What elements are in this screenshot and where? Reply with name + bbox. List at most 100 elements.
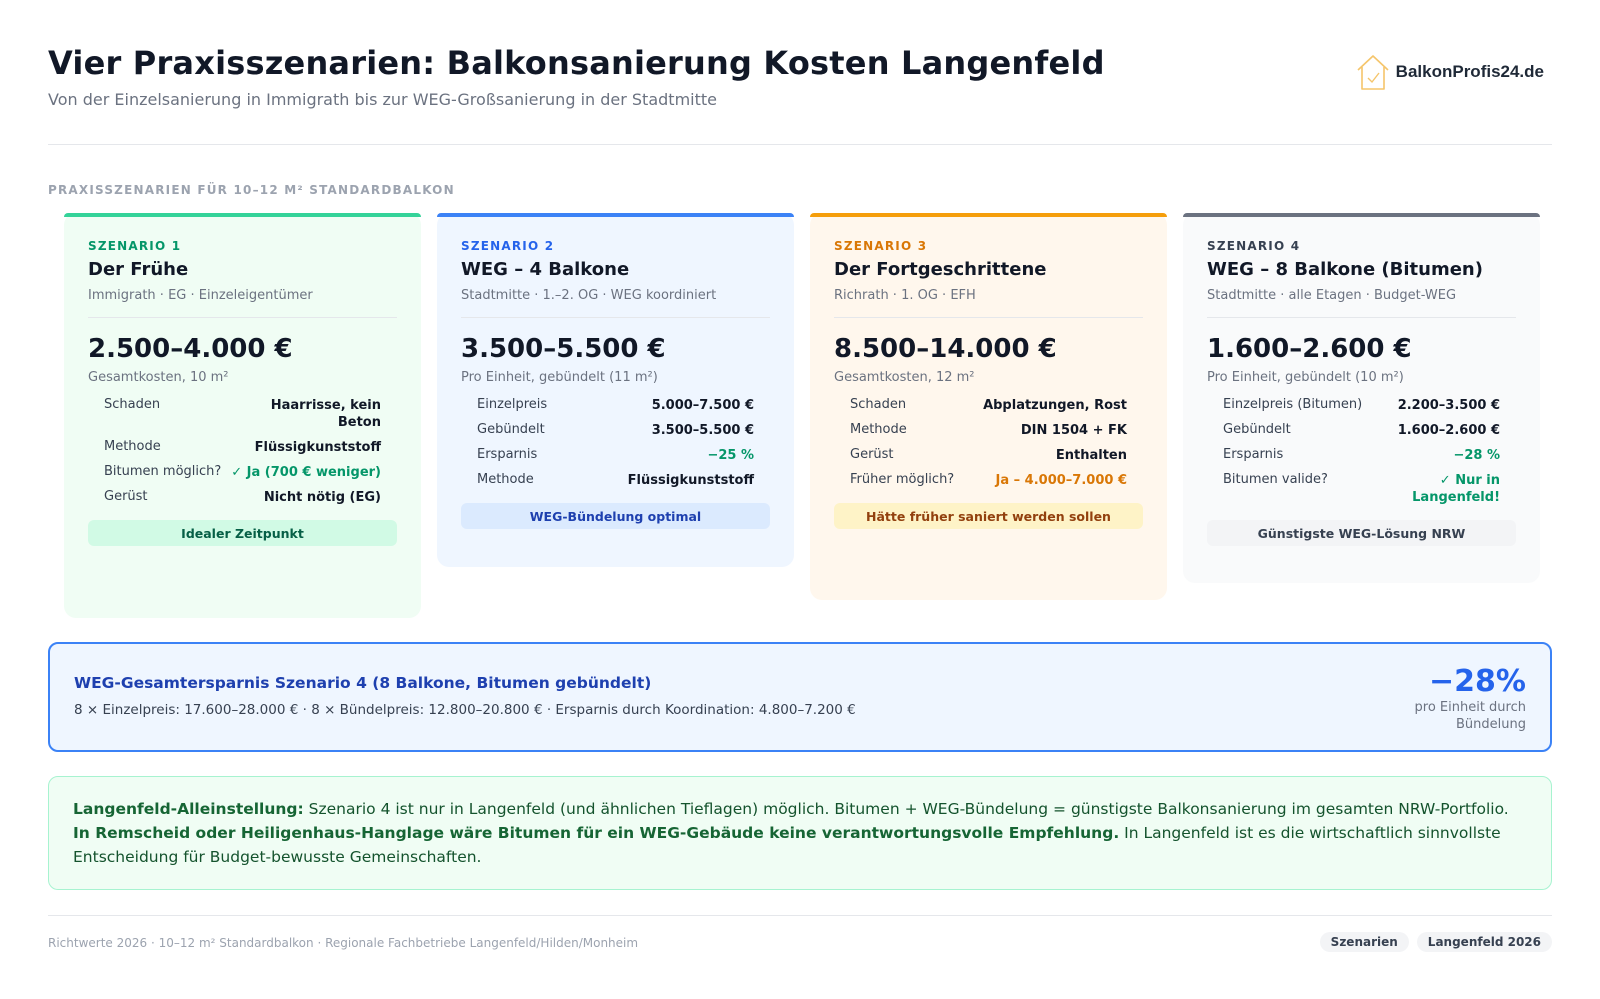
detail-row: Gerüst Enthalten bbox=[850, 447, 1127, 464]
scenario-price-note: Pro Einheit, gebündelt (10 m²) bbox=[1207, 370, 1404, 385]
scenario-title: WEG – 8 Balkone (Bitumen) bbox=[1207, 259, 1483, 280]
scenario-price: 1.600–2.600 € bbox=[1207, 334, 1412, 364]
detail-row: Ersparnis −28 % bbox=[1223, 447, 1500, 464]
scenario-price-note: Gesamtkosten, 10 m² bbox=[88, 370, 229, 385]
detail-row: Bitumen möglich? ✓ Ja (700 € weniger) bbox=[104, 464, 381, 481]
detail-value: DIN 1504 + FK bbox=[1020, 423, 1127, 438]
savings-summary: −28% pro Einheit durch Bündelung bbox=[1396, 664, 1526, 733]
scenario-title: Der Frühe bbox=[88, 259, 189, 280]
scenario-tag: SZENARIO 2 bbox=[461, 239, 555, 253]
scenario-details: Schaden Abplatzungen, Rost Methode DIN 150… bbox=[834, 397, 1143, 489]
scenario-price: 8.500–14.000 € bbox=[834, 334, 1057, 364]
tag-chip[interactable]: Langenfeld 2026 bbox=[1416, 932, 1552, 952]
tag-chip[interactable]: Szenarien bbox=[1319, 932, 1409, 952]
detail-key: Einzelpreis bbox=[477, 397, 548, 412]
detail-key: Methode bbox=[104, 439, 161, 454]
detail-key: Ersparnis bbox=[1223, 447, 1284, 462]
detail-row: Methode Flüssigkunststoff bbox=[104, 439, 381, 456]
detail-value: 1.600–2.600 € bbox=[1397, 423, 1500, 438]
scenario-badge: Günstigste WEG-Lösung NRW bbox=[1207, 520, 1516, 546]
scenario-subtitle: Immigrath · EG · Einzeleigentümer bbox=[88, 288, 397, 318]
detail-row: Methode DIN 1504 + FK bbox=[850, 422, 1127, 439]
detail-value: Enthalten bbox=[1055, 448, 1127, 463]
detail-value: 5.000–7.500 € bbox=[651, 398, 754, 413]
scenario-details: Einzelpreis 5.000–7.500 € Gebündelt 3.500–… bbox=[461, 397, 770, 489]
detail-key: Bitumen valide? bbox=[1223, 472, 1328, 487]
scenario-tag: SZENARIO 1 bbox=[88, 239, 182, 253]
detail-value: Flüssigkunststoff bbox=[627, 473, 754, 488]
detail-value: Abplatzungen, Rost bbox=[983, 398, 1127, 413]
scenario-price-note: Pro Einheit, gebündelt (11 m²) bbox=[461, 370, 658, 385]
detail-row: Ersparnis −25 % bbox=[477, 447, 754, 464]
scenario-card-4: SZENARIO 4 WEG – 8 Balkone (Bitumen) Sta… bbox=[1183, 213, 1540, 583]
detail-key: Früher möglich? bbox=[850, 472, 955, 487]
scenario-subtitle: Richrath · 1. OG · EFH bbox=[834, 288, 1143, 318]
detail-key: Methode bbox=[850, 422, 907, 437]
detail-row: Schaden Abplatzungen, Rost bbox=[850, 397, 1127, 414]
detail-row: Bitumen valide? ✓ Nur in Langenfeld! bbox=[1223, 472, 1500, 506]
scenario-price: 3.500–5.500 € bbox=[461, 334, 666, 364]
scenario-tag: SZENARIO 4 bbox=[1207, 239, 1301, 253]
detail-key: Gebündelt bbox=[477, 422, 545, 437]
detail-key: Einzelpreis (Bitumen) bbox=[1223, 397, 1363, 412]
detail-row: Einzelpreis 5.000–7.500 € bbox=[477, 397, 754, 414]
detail-key: Schaden bbox=[104, 397, 161, 412]
detail-key: Schaden bbox=[850, 397, 907, 412]
detail-value: Nicht nötig (EG) bbox=[263, 490, 381, 505]
scenario-details: Einzelpreis (Bitumen) 2.200–3.500 € Gebün… bbox=[1207, 397, 1516, 506]
scenario-subtitle: Stadtmitte · 1.–2. OG · WEG koordiniert bbox=[461, 288, 770, 318]
note-text: Szenario 4 ist nur in Langenfeld (und äh… bbox=[303, 800, 1509, 818]
detail-key: Gebündelt bbox=[1223, 422, 1291, 437]
scenario-subtitle: Stadtmitte · alle Etagen · Budget-WEG bbox=[1207, 288, 1516, 318]
scenario-badge: WEG-Bündelung optimal bbox=[461, 503, 770, 529]
detail-key: Gerüst bbox=[104, 489, 148, 504]
house-check-icon bbox=[1357, 55, 1389, 90]
scenario-card-2: SZENARIO 2 WEG – 4 Balkone Stadtmitte · … bbox=[437, 213, 794, 567]
scenario-badge: Idealer Zeitpunkt bbox=[88, 520, 397, 546]
detail-row: Methode Flüssigkunststoff bbox=[477, 472, 754, 489]
scenario-tag: SZENARIO 3 bbox=[834, 239, 928, 253]
detail-key: Ersparnis bbox=[477, 447, 538, 462]
detail-key: Gerüst bbox=[850, 447, 894, 462]
section-label: PRAXISSZENARIEN FÜR 10–12 M² STANDARDBAL… bbox=[48, 183, 455, 197]
header-divider bbox=[48, 144, 1552, 145]
savings-text: 8 × Einzelpreis: 17.600–28.000 € · 8 × B… bbox=[74, 702, 856, 718]
detail-row: Gebündelt 3.500–5.500 € bbox=[477, 422, 754, 439]
info-note: Langenfeld-Alleinstellung: Szenario 4 is… bbox=[48, 776, 1552, 890]
detail-row: Früher möglich? Ja – 4.000–7.000 € bbox=[850, 472, 1127, 489]
page-subtitle: Von der Einzelsanierung in Immigrath bis… bbox=[48, 90, 717, 109]
scenario-card-3: SZENARIO 3 Der Fortgeschrittene Richrath… bbox=[810, 213, 1167, 600]
logo-text: BalkonProfis24.de bbox=[1395, 62, 1544, 81]
savings-title: WEG-Gesamtersparnis Szenario 4 (8 Balkon… bbox=[74, 674, 652, 692]
detail-value: 3.500–5.500 € bbox=[651, 423, 754, 438]
scenario-badge: Hätte früher saniert werden sollen bbox=[834, 503, 1143, 529]
detail-value: Flüssigkunststoff bbox=[254, 440, 381, 455]
scenario-price: 2.500–4.000 € bbox=[88, 334, 293, 364]
detail-value: ✓ Ja (700 € weniger) bbox=[231, 465, 381, 480]
scenario-title: Der Fortgeschrittene bbox=[834, 259, 1047, 280]
detail-row: Gerüst Nicht nötig (EG) bbox=[104, 489, 381, 506]
page-title: Vier Praxisszenarien: Balkonsanierung Ko… bbox=[48, 44, 1105, 82]
footer-tags: Szenarien Langenfeld 2026 bbox=[1319, 932, 1552, 952]
detail-value: −25 % bbox=[707, 448, 754, 463]
scenario-price-note: Gesamtkosten, 12 m² bbox=[834, 370, 975, 385]
footer-text: Richtwerte 2026 · 10–12 m² Standardbalko… bbox=[48, 936, 639, 950]
note-text-end: In Langenfeld ist es die wirtschaftlich … bbox=[73, 824, 1501, 866]
scenario-title: WEG – 4 Balkone bbox=[461, 259, 630, 280]
brand-logo[interactable]: BalkonProfis24.de bbox=[1354, 52, 1544, 92]
scenario-details: Schaden Haarrisse, kein Beton Methode Flüs… bbox=[88, 397, 397, 506]
detail-value: Haarrisse, kein Beton bbox=[270, 398, 381, 430]
note-lead: Langenfeld-Alleinstellung: bbox=[73, 800, 304, 818]
footer-divider bbox=[48, 915, 1552, 916]
detail-key: Bitumen möglich? bbox=[104, 464, 222, 479]
detail-row: Schaden Haarrisse, kein Beton bbox=[104, 397, 381, 431]
detail-row: Einzelpreis (Bitumen) 2.200–3.500 € bbox=[1223, 397, 1500, 414]
detail-value: 2.200–3.500 € bbox=[1397, 398, 1500, 413]
detail-value: −28 % bbox=[1453, 448, 1500, 463]
detail-row: Gebündelt 1.600–2.600 € bbox=[1223, 422, 1500, 439]
detail-value: ✓ Nur in Langenfeld! bbox=[1412, 473, 1500, 505]
scenario-card-1: SZENARIO 1 Der Frühe Immigrath · EG · Ei… bbox=[64, 213, 421, 618]
detail-key: Methode bbox=[477, 472, 534, 487]
note-emphasis: In Remscheid oder Heiligenhaus-Hanglage … bbox=[73, 824, 1120, 842]
page-header: Vier Praxisszenarien: Balkonsanierung Ko… bbox=[48, 44, 1552, 144]
